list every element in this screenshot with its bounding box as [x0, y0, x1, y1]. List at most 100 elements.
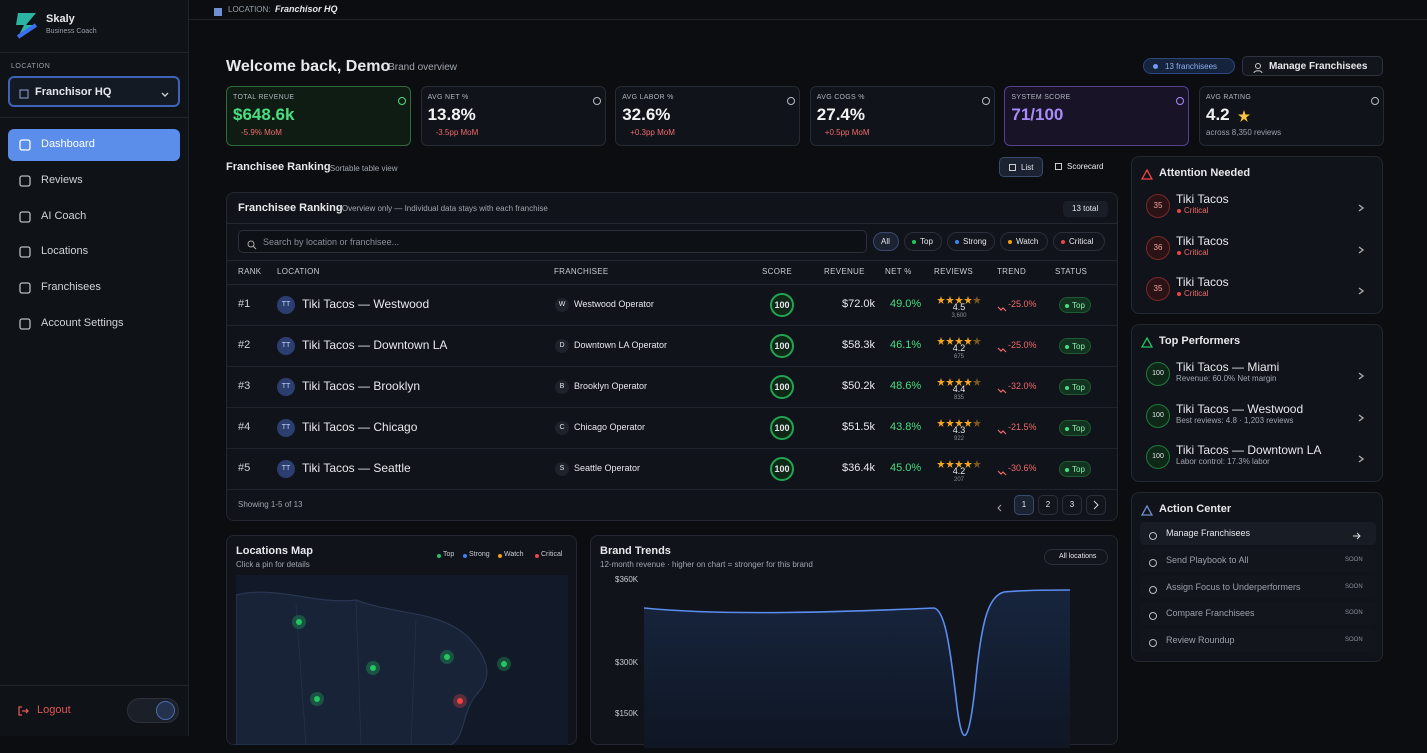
action-item[interactable]: Compare Franchisees SOON — [1140, 602, 1376, 626]
action-item[interactable]: Assign Focus to Underperformers SOON — [1140, 575, 1376, 600]
hr — [0, 52, 189, 53]
column-header[interactable]: REVENUE — [824, 267, 865, 276]
location-label: LOCATION — [11, 63, 51, 70]
location-select[interactable]: Franchisor HQ — [8, 76, 180, 107]
location-badge: TT — [277, 378, 295, 396]
action-item[interactable]: Manage Franchisees — [1140, 522, 1376, 545]
logout[interactable]: Logout — [14, 700, 94, 720]
icon — [995, 500, 1005, 518]
icon — [997, 382, 1007, 400]
attention-item[interactable]: 35 Tiki Tacos Critical — [1138, 270, 1378, 308]
action-item[interactable]: Send Playbook to All SOON — [1140, 548, 1376, 572]
icon — [1356, 410, 1366, 428]
attention-item[interactable]: 35 Tiki Tacos Critical — [1138, 187, 1378, 225]
page-button[interactable]: 3 — [1062, 495, 1082, 515]
sidebar: Skaly Business Coach LOCATION Franchisor HQ… — [0, 0, 189, 736]
page-title: Welcome back, Demo — [226, 58, 391, 75]
icon — [997, 423, 1007, 441]
nav-item[interactable]: Account Settings — [8, 308, 180, 340]
performer-item[interactable]: 100 Tiki Tacos — Westwood Best reviews: 4.… — [1138, 397, 1378, 435]
brand: Skaly — [46, 13, 75, 25]
nav-item[interactable]: Reviews — [8, 165, 180, 197]
card-title: Action Center — [1159, 503, 1232, 515]
page-button[interactable]: 2 — [1038, 495, 1058, 515]
revenue: $72.0k — [841, 298, 875, 310]
icon — [18, 210, 32, 229]
column-header[interactable]: FRANCHISEE — [554, 267, 609, 276]
table-row[interactable]: #1 TT Tiki Tacos — Westwood W Westwood Opera… — [227, 285, 1117, 326]
location-value: Franchisor HQ — [35, 86, 112, 98]
column-header[interactable]: REVIEWS — [934, 267, 973, 276]
column-header[interactable]: TREND — [997, 267, 1027, 276]
nav-item[interactable]: AI Coach — [8, 201, 180, 233]
page-button[interactable]: 1 — [1014, 495, 1034, 515]
location-name: Tiki Tacos — Westwood — [302, 297, 430, 311]
theme-toggle[interactable] — [127, 698, 179, 723]
view-toggle[interactable]: List — [999, 157, 1043, 177]
manage-label: Manage Franchisees — [1269, 61, 1368, 72]
trends-title: Brand Trends — [600, 545, 671, 557]
column-header[interactable]: STATUS — [1055, 267, 1088, 276]
location-name: Tiki Tacos — Downtown LA — [302, 338, 448, 352]
toggle-knob — [156, 701, 175, 720]
table-row[interactable]: #2 TT Tiki Tacos — Downtown LA D Downtown LA… — [227, 326, 1117, 367]
icon — [1356, 451, 1366, 469]
performer-item[interactable]: 100 Tiki Tacos — Miami Revenue: 60.0% Net … — [1138, 355, 1378, 393]
nav-item[interactable]: Dashboard — [8, 129, 180, 161]
table-row[interactable]: #5 TT Tiki Tacos — Seattle S Seattle Operato… — [227, 449, 1117, 490]
nav-item[interactable]: Franchisees — [8, 272, 180, 304]
column-header[interactable]: SCORE — [762, 267, 792, 276]
status-pill: Top — [1059, 338, 1091, 354]
franchisee-badge[interactable]: 13 franchisees — [1143, 58, 1235, 74]
performer-item[interactable]: 100 Tiki Tacos — Downtown LA Labor control… — [1138, 438, 1378, 476]
column-header[interactable]: NET % — [885, 267, 912, 276]
status-dot — [1065, 345, 1069, 349]
score-circle: 100 — [1146, 445, 1170, 469]
nav-item[interactable]: Locations — [8, 236, 180, 268]
franchisee-name: Brooklyn Operator — [574, 381, 648, 391]
icon — [1148, 528, 1158, 546]
location-name: Tiki Tacos — Chicago — [302, 420, 418, 434]
icon — [997, 341, 1007, 359]
action-item[interactable]: Review Roundup SOON — [1140, 629, 1376, 653]
table-row[interactable]: #3 TT Tiki Tacos — Brooklyn B Brooklyn Opera… — [227, 367, 1117, 408]
action-label: Compare Franchisees — [1166, 608, 1255, 619]
trends-subtitle: 12-month revenue · higher on chart = str… — [600, 560, 813, 569]
filter-chip[interactable]: Critical — [1053, 232, 1105, 251]
filter-chip[interactable]: Top — [904, 232, 942, 251]
icon — [247, 237, 257, 255]
attention-item[interactable]: 36 Tiki Tacos Critical — [1138, 229, 1378, 267]
kpi-value: 13.8% — [427, 105, 476, 124]
topbar-label: LOCATION: — [228, 5, 271, 14]
franchisee-initial: C — [555, 421, 569, 435]
chevron — [1358, 287, 1365, 295]
icon — [18, 245, 32, 264]
logout-label: Logout — [37, 704, 71, 716]
item-name: Tiki Tacos — Miami — [1176, 360, 1280, 374]
item-detail: Revenue: 60.0% Net margin — [1176, 374, 1277, 383]
icon — [1140, 336, 1154, 354]
view-toggle[interactable]: Scorecard — [1046, 157, 1112, 177]
icon — [1356, 200, 1366, 218]
filter-chip[interactable]: Strong — [947, 232, 995, 251]
review-count: 922 — [953, 436, 964, 442]
filter-chip[interactable]: All — [873, 232, 899, 251]
icon — [1148, 582, 1158, 600]
search-input[interactable]: Search by location or franchisee... — [238, 230, 867, 253]
icon — [1140, 504, 1154, 522]
all-locations-button[interactable]: All locations — [1044, 549, 1108, 565]
manage-button[interactable]: Manage Franchisees — [1242, 56, 1383, 76]
table-row[interactable]: #4 TT Tiki Tacos — Chicago C Chicago Operato… — [227, 408, 1117, 449]
net-percent: 43.8% — [890, 421, 922, 433]
status-label: Top — [1072, 383, 1085, 392]
column-header[interactable]: LOCATION — [277, 267, 320, 276]
filter-dot — [1061, 240, 1065, 244]
action-label: Assign Focus to Underperformers — [1166, 581, 1301, 592]
icon — [397, 93, 407, 111]
revenue: $50.2k — [841, 380, 875, 392]
icon — [937, 291, 981, 309]
review-count: 207 — [953, 477, 964, 483]
filter-chip[interactable]: Watch — [1000, 232, 1048, 251]
column-header[interactable]: RANK — [238, 267, 262, 276]
action-label: Send Playbook to All — [1166, 554, 1249, 565]
